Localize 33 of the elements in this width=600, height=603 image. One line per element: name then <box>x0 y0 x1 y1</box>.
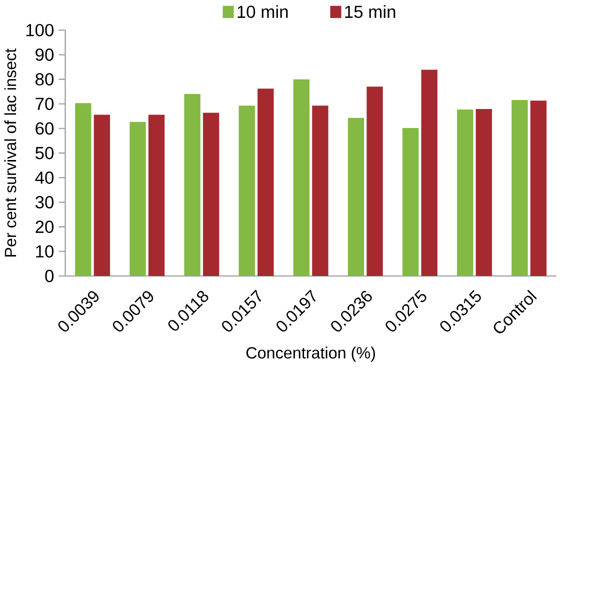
bar <box>421 70 438 276</box>
bar <box>184 94 200 276</box>
bar <box>257 88 274 276</box>
bar <box>238 106 255 276</box>
y-tick-label: 80 <box>35 73 54 86</box>
bar <box>402 128 419 276</box>
bar <box>94 114 110 276</box>
y-tick-label: 90 <box>35 48 54 61</box>
y-tick-label: 70 <box>36 98 54 110</box>
y-tick-label: 20 <box>36 220 54 233</box>
bar <box>511 100 528 276</box>
bar <box>348 118 364 276</box>
bar <box>366 86 383 276</box>
y-tick-label: 60 <box>36 122 54 135</box>
bar <box>293 79 310 276</box>
x-axis-title: Concentration (%) <box>246 346 375 362</box>
y-tick-label: 100 <box>26 24 54 36</box>
bar <box>148 114 164 276</box>
y-tick-label: 10 <box>36 245 54 258</box>
bar <box>74 103 92 276</box>
legend-label: 15 min <box>345 5 395 18</box>
legend-label: 10 min <box>238 5 288 18</box>
bar <box>476 109 492 276</box>
bar <box>202 112 220 276</box>
y-tick-label: 40 <box>35 171 54 184</box>
bar <box>530 100 546 276</box>
bar <box>456 110 474 276</box>
y-tick-label: 30 <box>35 196 54 208</box>
y-tick-label: 50 <box>35 146 54 160</box>
bar <box>130 122 146 276</box>
y-tick-label: 0 <box>45 270 54 282</box>
y-axis-title: Per cent survival of lac insect <box>4 48 16 256</box>
bar <box>312 106 328 276</box>
